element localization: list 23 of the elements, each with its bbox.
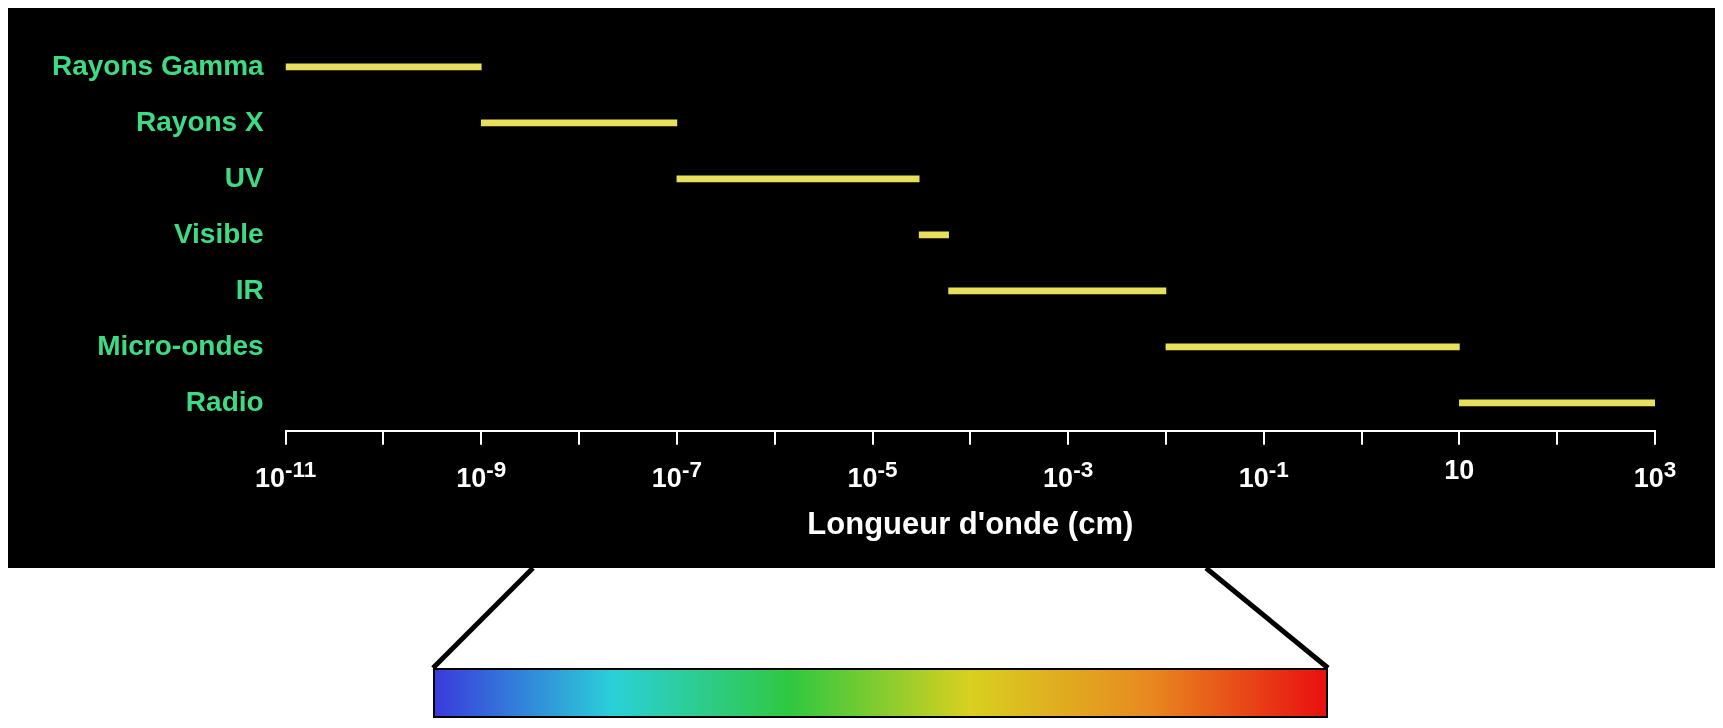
- y-tick-label: Visible: [173, 217, 264, 249]
- x-tick-label: 10$^{-11}$: [254, 455, 317, 495]
- x-tick-label: 10$^{3}$: [1633, 455, 1677, 495]
- x-tick-label: 10$^{-1}$: [1238, 455, 1289, 495]
- bar: [285, 63, 482, 71]
- y-tick-label: Radio: [185, 385, 264, 417]
- x-tick-label: 10$^{-3}$: [1043, 455, 1094, 495]
- y-tick-label: Rayons X: [136, 105, 264, 137]
- x-tick-label: 10$^{-5}$: [847, 455, 898, 495]
- y-tick-label: Rayons Gamma: [52, 49, 265, 81]
- y-tick-label: Micro-ondes: [97, 329, 264, 361]
- x-axis-title: Longueur d'onde (cm): [807, 505, 1134, 541]
- x-tick-label: 10$^{-7}$: [651, 455, 702, 495]
- bar: [1165, 343, 1460, 351]
- bar: [676, 175, 920, 183]
- x-tick-label: 10$^{-9}$: [456, 455, 507, 495]
- x-tick-label: 10: [1444, 453, 1475, 487]
- bar: [480, 119, 678, 127]
- bar: [918, 231, 949, 239]
- bar: [1459, 399, 1655, 407]
- y-tick-label: IR: [235, 273, 264, 305]
- bar: [948, 287, 1167, 295]
- y-tick-label: UV: [224, 161, 264, 193]
